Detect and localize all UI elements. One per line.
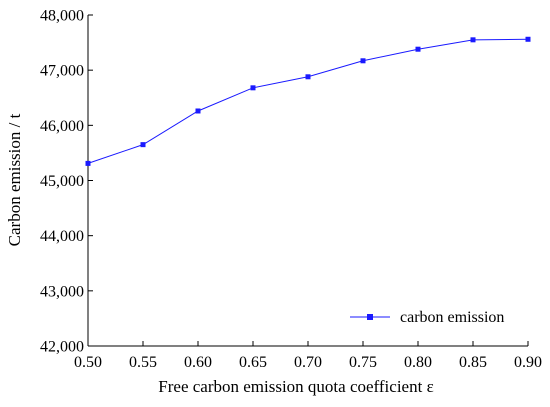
y-tick-label: 47,000	[40, 63, 84, 80]
data-point	[470, 37, 476, 43]
x-tick-label: 0.70	[294, 354, 322, 371]
data-point	[525, 36, 531, 42]
x-ticks: 0.50 0.55 0.60 0.65 0.70 0.75 0.80 0.85 0.90	[74, 341, 542, 371]
data-point	[250, 85, 256, 91]
x-tick-label: 0.80	[404, 354, 432, 371]
x-tick-label: 0.50	[74, 354, 102, 371]
y-tick-label: 44,000	[40, 228, 84, 245]
series-line	[87, 38, 529, 164]
x-tick-label: 0.90	[514, 354, 542, 371]
data-point	[85, 160, 91, 166]
legend: carbon emission	[350, 309, 504, 326]
data-point	[140, 142, 146, 148]
data-point	[195, 108, 201, 114]
x-tick-label: 0.65	[239, 354, 267, 371]
y-tick-label: 43,000	[40, 283, 84, 300]
y-tick-label: 42,000	[40, 339, 84, 356]
y-ticks: 42,000 43,000 44,000 45,000 46,000 47,000 48,0…	[40, 8, 93, 356]
data-point	[305, 74, 311, 80]
x-axis-title: Free carbon emission quota coefficient ε	[158, 377, 433, 396]
data-point	[360, 58, 366, 64]
x-tick-label: 0.60	[184, 354, 212, 371]
y-tick-label: 45,000	[40, 173, 84, 190]
legend-label: carbon emission	[400, 309, 504, 326]
y-tick-label: 46,000	[40, 118, 84, 135]
x-tick-label: 0.75	[349, 354, 377, 371]
x-tick-label: 0.55	[129, 354, 157, 371]
plot-area	[87, 15, 528, 347]
x-tick-label: 0.85	[459, 354, 487, 371]
series-layer	[85, 36, 531, 166]
y-axis-title: Carbon emission / t	[5, 113, 24, 246]
data-point	[415, 46, 421, 52]
y-tick-label: 48,000	[40, 8, 84, 25]
legend-marker	[367, 314, 373, 320]
